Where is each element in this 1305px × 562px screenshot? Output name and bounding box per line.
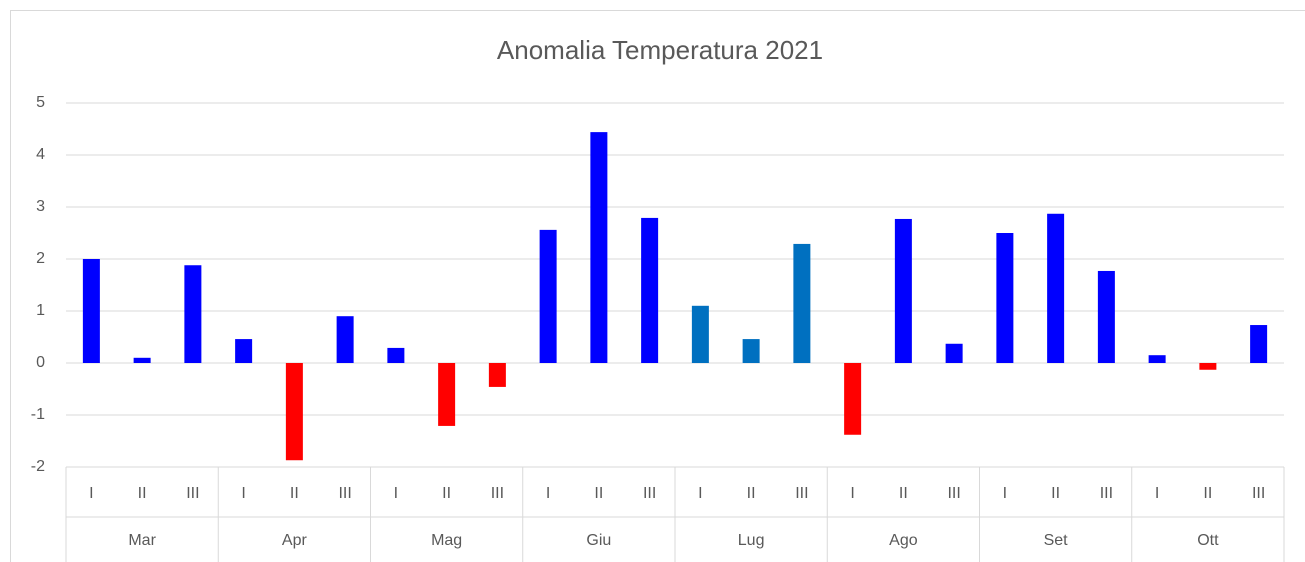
group-label: Mar [128,532,156,549]
x-tick-label: II [1051,485,1060,502]
x-tick-label: II [899,485,908,502]
bar [1097,270,1115,363]
bar [996,233,1014,363]
group-label: Set [1044,532,1069,549]
x-tick-label: II [1203,485,1212,502]
bar [945,343,963,363]
x-tick-label: III [1100,485,1113,502]
bar [488,363,506,387]
group-label: Ago [889,532,918,549]
group-label: Giu [586,532,611,549]
bar [336,316,354,363]
x-tick-label: III [947,485,960,502]
y-tick-label: 5 [36,94,45,111]
x-tick-label: III [491,485,504,502]
bar [894,218,912,363]
group-label: Apr [282,532,308,549]
bar [235,339,253,363]
x-tick-label: III [338,485,351,502]
y-tick-label: -1 [31,406,45,423]
bar [1250,325,1268,363]
bar [1047,213,1065,363]
y-tick-label: 2 [36,250,45,267]
bar [285,363,303,461]
bar [742,339,760,363]
x-tick-label: I [1155,485,1159,502]
bar [539,229,557,363]
x-tick-label: I [850,485,854,502]
bar [1199,363,1217,370]
group-label: Lug [738,532,765,549]
x-tick-label: III [186,485,199,502]
bar [793,243,811,363]
bar [184,265,202,363]
group-label: Mag [431,532,462,549]
group-label: Ott [1197,532,1219,549]
x-tick-label: II [290,485,299,502]
bar [133,357,151,363]
bar [1148,355,1166,363]
x-tick-label: II [594,485,603,502]
y-tick-label: -2 [31,458,45,475]
x-tick-label: II [138,485,147,502]
y-tick-label: 1 [36,302,45,319]
bar [844,363,862,435]
x-tick-label: I [394,485,398,502]
x-tick-label: II [442,485,451,502]
y-tick-label: 4 [36,146,45,163]
y-tick-label: 0 [36,354,45,371]
x-tick-label: III [795,485,808,502]
x-tick-label: I [1003,485,1007,502]
x-tick-label: I [698,485,702,502]
bar [387,347,405,363]
x-tick-label: I [546,485,550,502]
chart-title: Anomalia Temperatura 2021 [497,35,823,65]
bar [590,132,608,363]
bar [691,305,709,363]
x-tick-label: III [1252,485,1265,502]
y-tick-label: 3 [36,198,45,215]
bar [82,259,100,363]
x-tick-label: III [643,485,656,502]
x-tick-label: II [747,485,756,502]
x-tick-label: I [241,485,245,502]
bar [438,363,456,426]
bar [641,217,659,363]
x-tick-label: I [89,485,93,502]
